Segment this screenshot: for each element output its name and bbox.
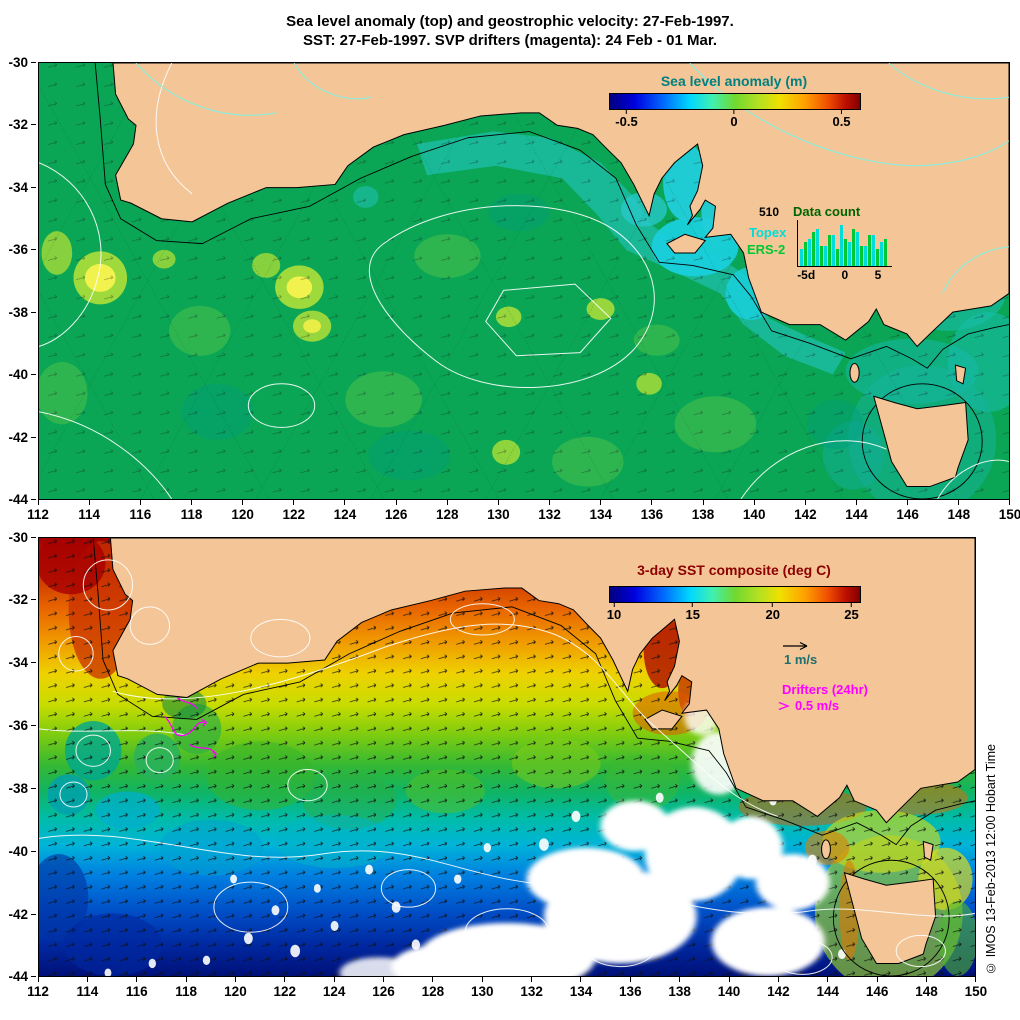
data-count-title: Data count — [793, 204, 861, 219]
sst-y-axis: -30 -32 -34 -36 -38 -40 -42 -44 — [8, 529, 28, 985]
data-count-axis-values: 510 — [759, 205, 780, 219]
data-count-bar-topex — [840, 225, 843, 266]
data-count-bar-ers2 — [876, 249, 879, 266]
land — [110, 538, 975, 963]
data-count-bar-topex — [808, 239, 811, 266]
sla-colorbar-ticks: -0.5 0 0.5 — [609, 110, 859, 129]
data-count-bar-ers2 — [844, 239, 847, 266]
tasmania-shelf-contour — [862, 384, 982, 499]
sst-colorbar-ticks: 10 15 20 25 — [607, 603, 859, 622]
sla-colorbar — [609, 93, 861, 110]
velocity-scale-arrow-icon — [783, 641, 808, 651]
sla-map — [39, 63, 1009, 499]
figure-title-line1: Sea level anomaly (top) and geostrophic … — [286, 13, 734, 30]
figure-title: Sea level anomaly (top) and geostrophic … — [0, 12, 1020, 50]
sla-colorbar-title: Sea level anomaly (m) — [660, 73, 808, 89]
sla-map-panel: Sea level anomaly (m) -0.5 0 0.5 510 Data … — [38, 62, 1010, 500]
data-count-bar-topex — [816, 229, 819, 266]
sla-contours-white — [39, 63, 1009, 499]
data-count-legend: 510 Data count Topex ERS-2 -5d 0 5 — [741, 203, 892, 283]
data-count-bar-topex — [848, 242, 851, 266]
data-count-bar-ers2 — [820, 246, 823, 266]
sst-contours-white — [39, 560, 975, 975]
data-count-x-ticks: -5d 0 5 — [797, 268, 889, 282]
data-count-bar-topex — [856, 232, 859, 266]
copyright-credit: © IMOS 13-Feb-2013 12:00 Hobart Time — [984, 744, 998, 975]
data-count-bar-topex — [864, 246, 867, 266]
shelf-contour — [93, 538, 975, 845]
data-count-bar-ers2 — [812, 232, 815, 266]
data-count-bar-ers2 — [804, 242, 807, 266]
drifters-label: Drifters (24hr) — [782, 682, 868, 697]
sst-map-panel: 3-day SST composite (deg C) 10 15 20 25 1 m… — [38, 537, 976, 977]
data-count-bar-ers2 — [860, 246, 863, 266]
data-count-bar-topex — [880, 242, 883, 266]
colorbar-tick-label: 15 — [686, 603, 700, 622]
figure-title-line2: SST: 27-Feb-1997. SVP drifters (magenta)… — [302, 32, 718, 49]
sst-colorbar — [609, 586, 861, 603]
data-count-bar-ers2 — [836, 249, 839, 266]
data-count-bar-topex — [800, 249, 803, 266]
colorbar-tick-label: 0 — [730, 110, 737, 129]
colorbar-tick-label: 20 — [766, 603, 780, 622]
drifter-speed-label: 0.5 m/s — [795, 698, 840, 713]
land — [113, 63, 1009, 487]
sla-x-axis: 112 114 116 118 120 122 124 126 128 130 132 134 136 1… — [27, 507, 1020, 522]
data-count-bar-ers2 — [868, 235, 871, 266]
tasmania-shelf-contour — [833, 860, 949, 976]
colorbar-tick-label: -0.5 — [615, 110, 637, 129]
sst-map — [39, 538, 975, 976]
data-count-bar-topex — [872, 235, 875, 266]
cloud-mask — [339, 697, 830, 976]
data-count-bar-topex — [832, 235, 835, 266]
data-count-bar-ers2 — [828, 235, 831, 266]
velocity-drifter-legend: 1 m/s Drifters (24hr) 0.5 m/s — [774, 638, 944, 722]
data-count-x-tick: 5 — [874, 268, 882, 282]
ers2-series-label: ERS-2 — [747, 242, 786, 257]
velocity-scale-label: 1 m/s — [784, 652, 818, 667]
sla-y-axis: -30 -32 -34 -36 -38 -40 -42 -44 — [8, 54, 28, 508]
topex-series-label: Topex — [749, 225, 787, 240]
sst-colorbar-title: 3-day SST composite (deg C) — [637, 562, 831, 578]
colorbar-tick-label: 25 — [844, 603, 858, 622]
drifter-speed-row: 0.5 m/s — [776, 698, 839, 713]
data-count-bar-ers2 — [852, 229, 855, 266]
sst-x-axis: 112 114 116 118 120 122 124 126 128 130 132 134 136 1… — [27, 984, 988, 999]
drifter-arrow-icon — [778, 701, 790, 710]
data-count-x-tick: 0 — [841, 268, 849, 282]
colorbar-tick-label: 10 — [607, 603, 621, 622]
drifter-tracks — [165, 698, 217, 757]
colorbar-tick-label: 0.5 — [832, 110, 850, 129]
data-count-bar-ers2 — [884, 239, 887, 266]
data-count-x-tick: -5d — [797, 268, 816, 282]
shelf-contour — [95, 63, 1009, 368]
data-count-bar-topex — [824, 246, 827, 266]
data-count-bars — [797, 220, 892, 267]
cloud-speckles — [104, 792, 846, 976]
